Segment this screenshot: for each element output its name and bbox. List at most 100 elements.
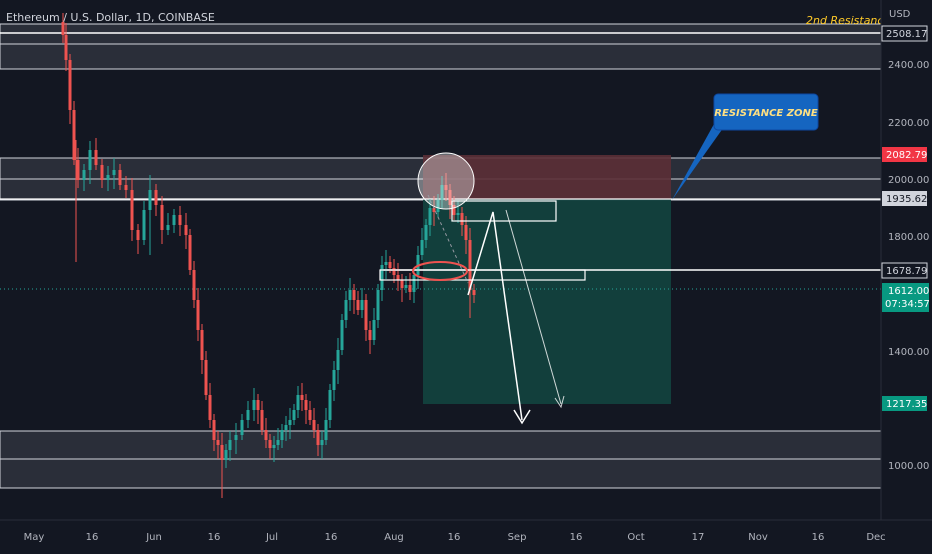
price-tick: 2000.00 [888, 175, 929, 186]
candle-body [376, 290, 380, 320]
candle-body [412, 275, 416, 292]
candle-body [252, 400, 256, 410]
candle-body [166, 225, 170, 230]
candle-body [368, 330, 372, 340]
candle-body [396, 275, 400, 280]
symbol-title[interactable]: Ethereum / U.S. Dollar, 1D, COINBASE [6, 11, 215, 24]
drawings[interactable] [379, 152, 586, 425]
candle-body [106, 175, 110, 180]
candle-body [440, 185, 444, 200]
candle-body [332, 370, 336, 390]
candle-body [296, 395, 300, 410]
price-tick: 1400.00 [888, 347, 929, 358]
time-tick: 16 [86, 532, 99, 543]
time-tick: Nov [748, 532, 768, 543]
badge-last-price: 1612.00 [888, 286, 929, 297]
candle-body [452, 205, 456, 215]
candle-body [372, 320, 376, 340]
time-tick: Jul [265, 532, 278, 543]
time-tick: 16 [208, 532, 221, 543]
candle-body [348, 290, 352, 300]
time-tick: 16 [812, 532, 825, 543]
candle-body [340, 320, 344, 350]
candle-body [204, 360, 208, 395]
currency-label: USD [889, 9, 911, 20]
projection-path-alt[interactable] [505, 209, 562, 405]
candle-body [420, 240, 424, 255]
candle-body [288, 420, 292, 425]
candle-body [192, 270, 196, 300]
candle-body [256, 400, 260, 410]
callout-pointer [672, 124, 726, 200]
candle-body [388, 262, 392, 268]
arrow-head-main [513, 409, 531, 425]
candle-body [276, 440, 280, 445]
short-position-tool[interactable] [423, 155, 671, 404]
take-profit-zone [423, 199, 671, 404]
badge-1217-bg [882, 396, 927, 411]
candle-body [392, 268, 396, 275]
candle-body [64, 35, 68, 60]
second-resistance-label: 2nd Resistance [806, 14, 890, 27]
candle-body [336, 350, 340, 370]
candle-body [136, 230, 140, 240]
badge-1678: 1678.79 [886, 266, 927, 277]
order-block-upper[interactable] [451, 200, 557, 222]
candle-body [212, 420, 216, 440]
candle-body [188, 235, 192, 270]
callout-text: RESISTANCE ZONE [714, 108, 818, 119]
candle-body [178, 215, 182, 225]
candle-body [344, 300, 348, 320]
candle-body [456, 213, 460, 215]
candle-body [246, 410, 250, 420]
time-tick: Aug [384, 532, 404, 543]
price-tick: 1000.00 [888, 461, 929, 472]
breakout-ellipse[interactable] [412, 261, 468, 281]
candle-body [172, 215, 176, 225]
candle-body [428, 208, 432, 225]
time-tick: Jun [145, 532, 162, 543]
candle-body [316, 430, 320, 445]
candle-body [400, 280, 404, 288]
candle-body [76, 160, 80, 180]
badge-2508-bg [881, 25, 928, 42]
dotted-trend [427, 194, 469, 284]
projection-path[interactable] [467, 211, 523, 421]
candle-body [228, 440, 232, 450]
candle-body [200, 330, 204, 360]
candle-body [88, 150, 92, 170]
callout-box [713, 93, 819, 131]
candle-body [234, 435, 238, 440]
stop-loss-zone [423, 155, 671, 199]
time-tick: 16 [325, 532, 338, 543]
candle-body [82, 170, 86, 180]
candle-body [160, 205, 164, 230]
candle-body [308, 410, 312, 420]
time-tick: Dec [866, 532, 885, 543]
arrow-head-alt [554, 395, 565, 409]
badge-1678-bg [881, 262, 928, 279]
candle-body [112, 170, 116, 175]
candle-body [61, 22, 65, 35]
time-tick: Oct [627, 532, 644, 543]
badge-2082-bg [882, 147, 927, 162]
badge-2082: 2082.79 [886, 150, 927, 161]
highlight-circle[interactable] [417, 152, 475, 210]
resistance-zone-callout[interactable]: RESISTANCE ZONE [672, 93, 819, 200]
candle-body [72, 110, 76, 160]
candle-body [100, 165, 104, 180]
candle-body [264, 430, 268, 440]
candle-body [424, 225, 428, 240]
price-tick: 2200.00 [888, 118, 929, 129]
time-tick: 17 [692, 532, 705, 543]
candle-body [304, 400, 308, 410]
candle-body [118, 170, 122, 185]
candle-body [324, 420, 328, 440]
candle-body [130, 190, 134, 230]
badge-1935-bg [882, 191, 927, 206]
order-block-lower[interactable] [379, 269, 586, 281]
candle-body [404, 285, 408, 288]
candle-body [68, 60, 72, 110]
